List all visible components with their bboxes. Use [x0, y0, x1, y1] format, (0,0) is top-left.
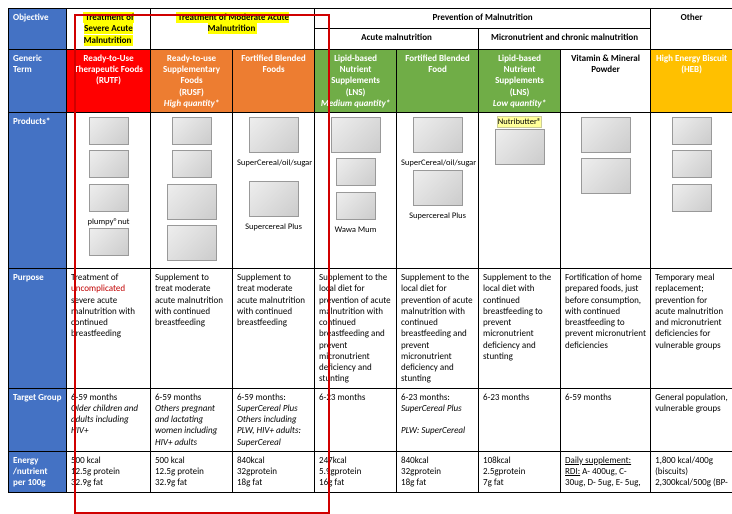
prod-rutf: plumpy®nut: [67, 113, 151, 269]
prod-fbf2: SuperCereal/oil/sugar Supercereal Plus: [397, 113, 479, 269]
product-image: [672, 184, 712, 212]
gt-vmp: Vitamin & Mineral Powder: [561, 49, 651, 112]
product-image: [89, 117, 129, 145]
target-c4: 6-23 months: [315, 388, 397, 451]
product-image: [172, 150, 212, 178]
purpose-c7: Fortification of home prepared foods, ju…: [561, 269, 651, 389]
product-image: [89, 184, 129, 212]
row-purpose: Purpose Treatment of uncomplicated sever…: [9, 269, 732, 389]
energy-c4: 247kcal 5.9gprotein 16g fat: [315, 451, 397, 492]
target-c3: 6-59 months: SuperCereal Plus Others inc…: [233, 388, 315, 451]
obj-acute: Acute malnutrition: [315, 29, 479, 49]
product-image: [413, 170, 463, 206]
purpose-c3: Supplement to treat moderate acute malnu…: [233, 269, 315, 389]
gt-rusf: Ready-to-use Supplementary Foods (RUSF) …: [151, 49, 233, 112]
prod-heb: [651, 113, 732, 269]
target-c5: 6-23 months: SuperCereal Plus PLW: Super…: [397, 388, 479, 451]
hdr-generic: Generic Term: [9, 49, 67, 112]
gt-rutf: Ready-to-Use Therapeutic Foods (RUTF): [67, 49, 151, 112]
target-c6: 6-23 months: [479, 388, 561, 451]
purpose-c8: Temporary meal replacement; prevention f…: [651, 269, 732, 389]
product-image: [581, 117, 631, 153]
product-image: [336, 192, 376, 220]
product-image: [495, 129, 545, 165]
prod-lns-med: Wawa Mum: [315, 113, 397, 269]
product-image: [672, 117, 712, 145]
energy-c3: 840kcal 32gprotein 18g fat: [233, 451, 315, 492]
prod-label: Supercereal Plus: [245, 222, 302, 232]
gt-fbf1: Fortified Blended Foods: [233, 49, 315, 112]
product-image: [581, 158, 631, 194]
purpose-c1: Treatment of uncomplicated severe acute …: [67, 269, 151, 389]
product-image: [167, 184, 217, 220]
target-c1: 6-59 months Older children and adults in…: [67, 388, 151, 451]
prod-rusf: [151, 113, 233, 269]
obj-sam: Treatment of Severe Acute Malnutrition: [67, 9, 151, 50]
row-target: Target Group 6-59 months Older children …: [9, 388, 732, 451]
energy-c1: 500 kcal 12.5g protein 32.9g fat: [67, 451, 151, 492]
prod-label: plumpy®nut: [87, 217, 129, 227]
obj-prevention: Prevention of Malnutrition: [315, 9, 651, 29]
product-image: [89, 228, 129, 256]
obj-other: Other: [651, 9, 732, 50]
hdr-target: Target Group: [9, 388, 67, 451]
target-c8: General population, vulnerable groups: [651, 388, 732, 451]
product-image: [413, 117, 463, 153]
product-image: [89, 150, 129, 178]
product-image: [172, 117, 212, 145]
product-image: [249, 117, 299, 153]
row-products: Products* plumpy®nut SuperCereal/oil/sug…: [9, 113, 732, 269]
purpose-c2: Supplement to treat moderate acute malnu…: [151, 269, 233, 389]
hdr-objective: Objective: [9, 9, 67, 50]
table-wrap: Objective Treatment of Severe Acute Maln…: [8, 8, 724, 493]
prod-label: SuperCereal/oil/sugar: [237, 158, 312, 168]
nutrition-table: Objective Treatment of Severe Acute Maln…: [8, 8, 732, 493]
row-generic: Generic Term Ready-to-Use Therapeutic Fo…: [9, 49, 732, 112]
gt-lns-med: Lipid-based Nutrient Supplements (LNS) M…: [315, 49, 397, 112]
gt-lns-low: Lipid-based Nutrient Supplements (LNS) L…: [479, 49, 561, 112]
obj-micro: Micronutrient and chronic malnutrition: [479, 29, 651, 49]
product-image: [249, 181, 299, 217]
obj-mam: Treatment of Moderate Acute Malnutrition: [151, 9, 315, 50]
gt-fbf2: Fortified Blended Food: [397, 49, 479, 112]
prod-label: Nutributter®: [497, 116, 542, 128]
target-c2: 6-59 months Others pregnant and lactatin…: [151, 388, 233, 451]
product-image: [336, 158, 376, 186]
hdr-products: Products*: [9, 113, 67, 269]
purpose-c4: Supplement to the local diet for prevent…: [315, 269, 397, 389]
gt-heb: High Energy Biscuit (HEB): [651, 49, 732, 112]
hdr-purpose: Purpose: [9, 269, 67, 389]
purpose-c6: Supplement to the local diet with contin…: [479, 269, 561, 389]
row-energy: Energy /nutrient per 100g 500 kcal 12.5g…: [9, 451, 732, 492]
energy-c7: Daily supplement: RDI: A- 400ug, C-30ug,…: [561, 451, 651, 492]
prod-label: Wawa Mum: [335, 225, 377, 235]
purpose-c5: Supplement to the local diet for prevent…: [397, 269, 479, 389]
row-objective: Objective Treatment of Severe Acute Maln…: [9, 9, 732, 29]
target-c7: 6-59 months: [561, 388, 651, 451]
energy-c5: 840kcal 32gprotein 18g fat: [397, 451, 479, 492]
energy-c2: 500 kcal 12.5g protein 32.9g fat: [151, 451, 233, 492]
product-image: [672, 150, 712, 178]
hdr-energy: Energy /nutrient per 100g: [9, 451, 67, 492]
prod-lns-low: Nutributter®: [479, 113, 561, 269]
prod-vmp: [561, 113, 651, 269]
product-image: [331, 117, 381, 153]
energy-c6: 108kcal 2.5gprotein 7g fat: [479, 451, 561, 492]
prod-fbf1: SuperCereal/oil/sugar Supercereal Plus: [233, 113, 315, 269]
prod-label: SuperCereal/oil/sugar: [401, 158, 476, 168]
energy-c8: 1,800 kcal/400g (biscuits) 2,300kcal/500…: [651, 451, 732, 492]
product-image: [167, 225, 217, 261]
prod-label: Supercereal Plus: [409, 211, 466, 221]
